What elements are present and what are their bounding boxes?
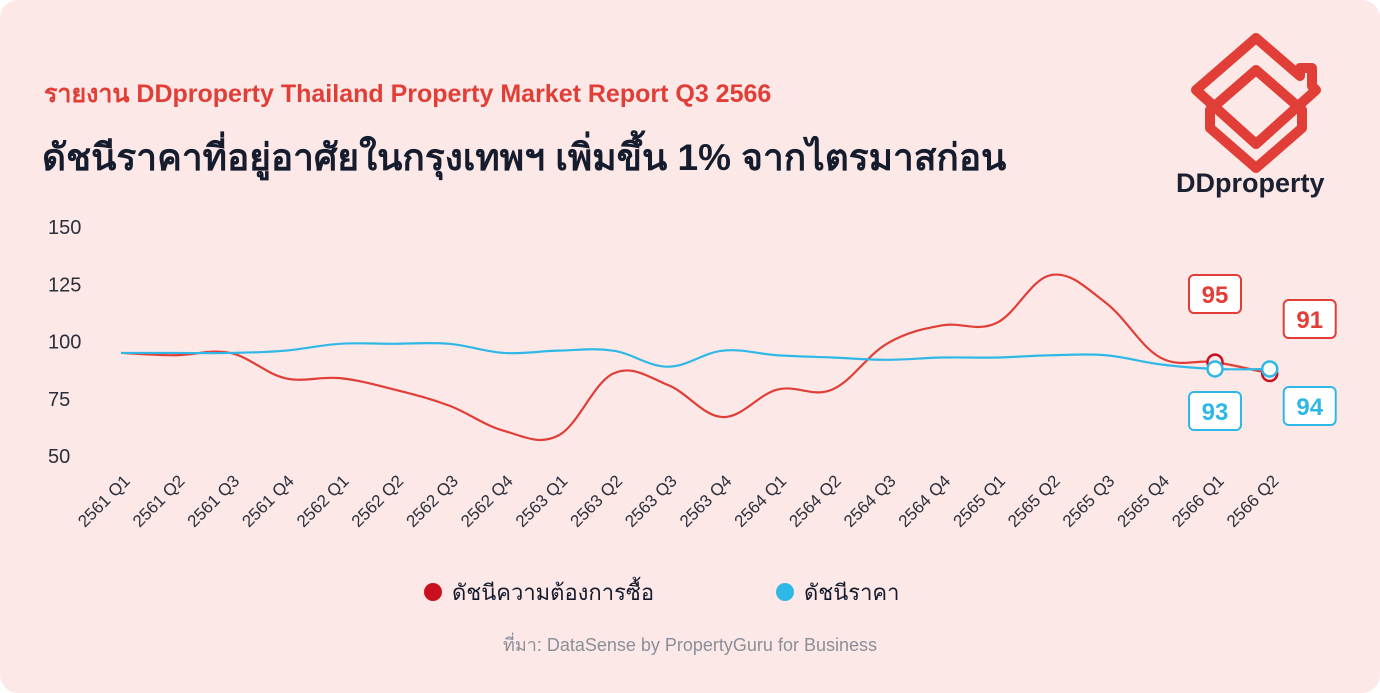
x-tick-label: 2561 Q1 <box>74 471 134 531</box>
legend-label-demand-index: ดัชนีความต้องการซื้อ <box>452 579 655 605</box>
page-title: ดัชนีราคาที่อยู่อาศัยในกรุงเทพฯ เพิ่มขึ้… <box>42 137 1007 178</box>
data-label: 95 <box>1202 282 1229 309</box>
x-tick-label: 2565 Q3 <box>1059 471 1119 531</box>
x-tick-label: 2561 Q2 <box>129 471 189 531</box>
brand-name: DDproperty <box>1176 168 1325 198</box>
x-tick-label: 2564 Q2 <box>785 471 845 531</box>
x-tick-label: 2562 Q1 <box>293 471 353 531</box>
x-tick-label: 2563 Q4 <box>676 471 736 531</box>
y-tick-label: 125 <box>48 274 81 296</box>
y-tick-label: 150 <box>48 217 81 239</box>
legend-item-demand-index: ดัชนีความต้องการซื้อ <box>424 576 654 608</box>
series-line-demand-index <box>120 273 1270 441</box>
legend-item-price-index: ดัชนีราคา <box>776 576 900 608</box>
x-tick-label: 2562 Q4 <box>457 471 517 531</box>
ddproperty-house-logo-icon <box>1191 33 1321 173</box>
x-tick-label: 2564 Q3 <box>840 471 900 531</box>
x-tick-label: 2565 Q1 <box>949 471 1009 531</box>
data-label: 94 <box>1296 394 1323 421</box>
data-label-box <box>1282 299 1337 339</box>
data-label-box <box>1188 274 1242 314</box>
series-marker-price-index <box>1260 360 1279 378</box>
source-note: ที่มา: DataSense by PropertyGuru for Bus… <box>502 635 877 655</box>
legend-swatch-demand-index <box>424 583 442 601</box>
x-tick-label: 2564 Q4 <box>895 471 955 531</box>
x-tick-label: 2561 Q3 <box>184 471 244 531</box>
x-tick-label: 2563 Q1 <box>512 471 572 531</box>
series-line-price-index <box>120 341 1270 371</box>
x-tick-label: 2566 Q2 <box>1223 471 1283 531</box>
y-tick-label: 50 <box>48 446 70 468</box>
x-tick-label: 2562 Q3 <box>402 471 462 531</box>
chart-legend: ดัชนีความต้องการซื้อ ดัชนีราคา <box>0 576 1380 608</box>
legend-label-price-index: ดัชนีราคา <box>804 579 900 605</box>
x-tick-label: 2563 Q2 <box>567 471 627 531</box>
data-label: 91 <box>1296 307 1323 334</box>
x-tick-label: 2565 Q4 <box>1114 471 1174 531</box>
data-label: 93 <box>1202 399 1229 426</box>
x-tick-label: 2564 Q1 <box>731 471 791 531</box>
report-subtitle: รายงาน DDproperty Thailand Property Mark… <box>44 80 772 108</box>
x-tick-label: 2565 Q2 <box>1004 471 1064 531</box>
data-label-box <box>1282 386 1337 426</box>
data-label-box <box>1188 391 1242 431</box>
x-tick-label: 2563 Q3 <box>621 471 681 531</box>
x-tick-label: 2561 Q4 <box>238 471 298 531</box>
x-tick-label: 2566 Q1 <box>1168 471 1228 531</box>
y-tick-label: 75 <box>48 389 70 411</box>
legend-swatch-price-index <box>776 583 794 601</box>
x-tick-label: 2562 Q2 <box>348 471 408 531</box>
y-tick-label: 100 <box>48 332 81 354</box>
series-marker-price-index <box>1206 360 1224 378</box>
